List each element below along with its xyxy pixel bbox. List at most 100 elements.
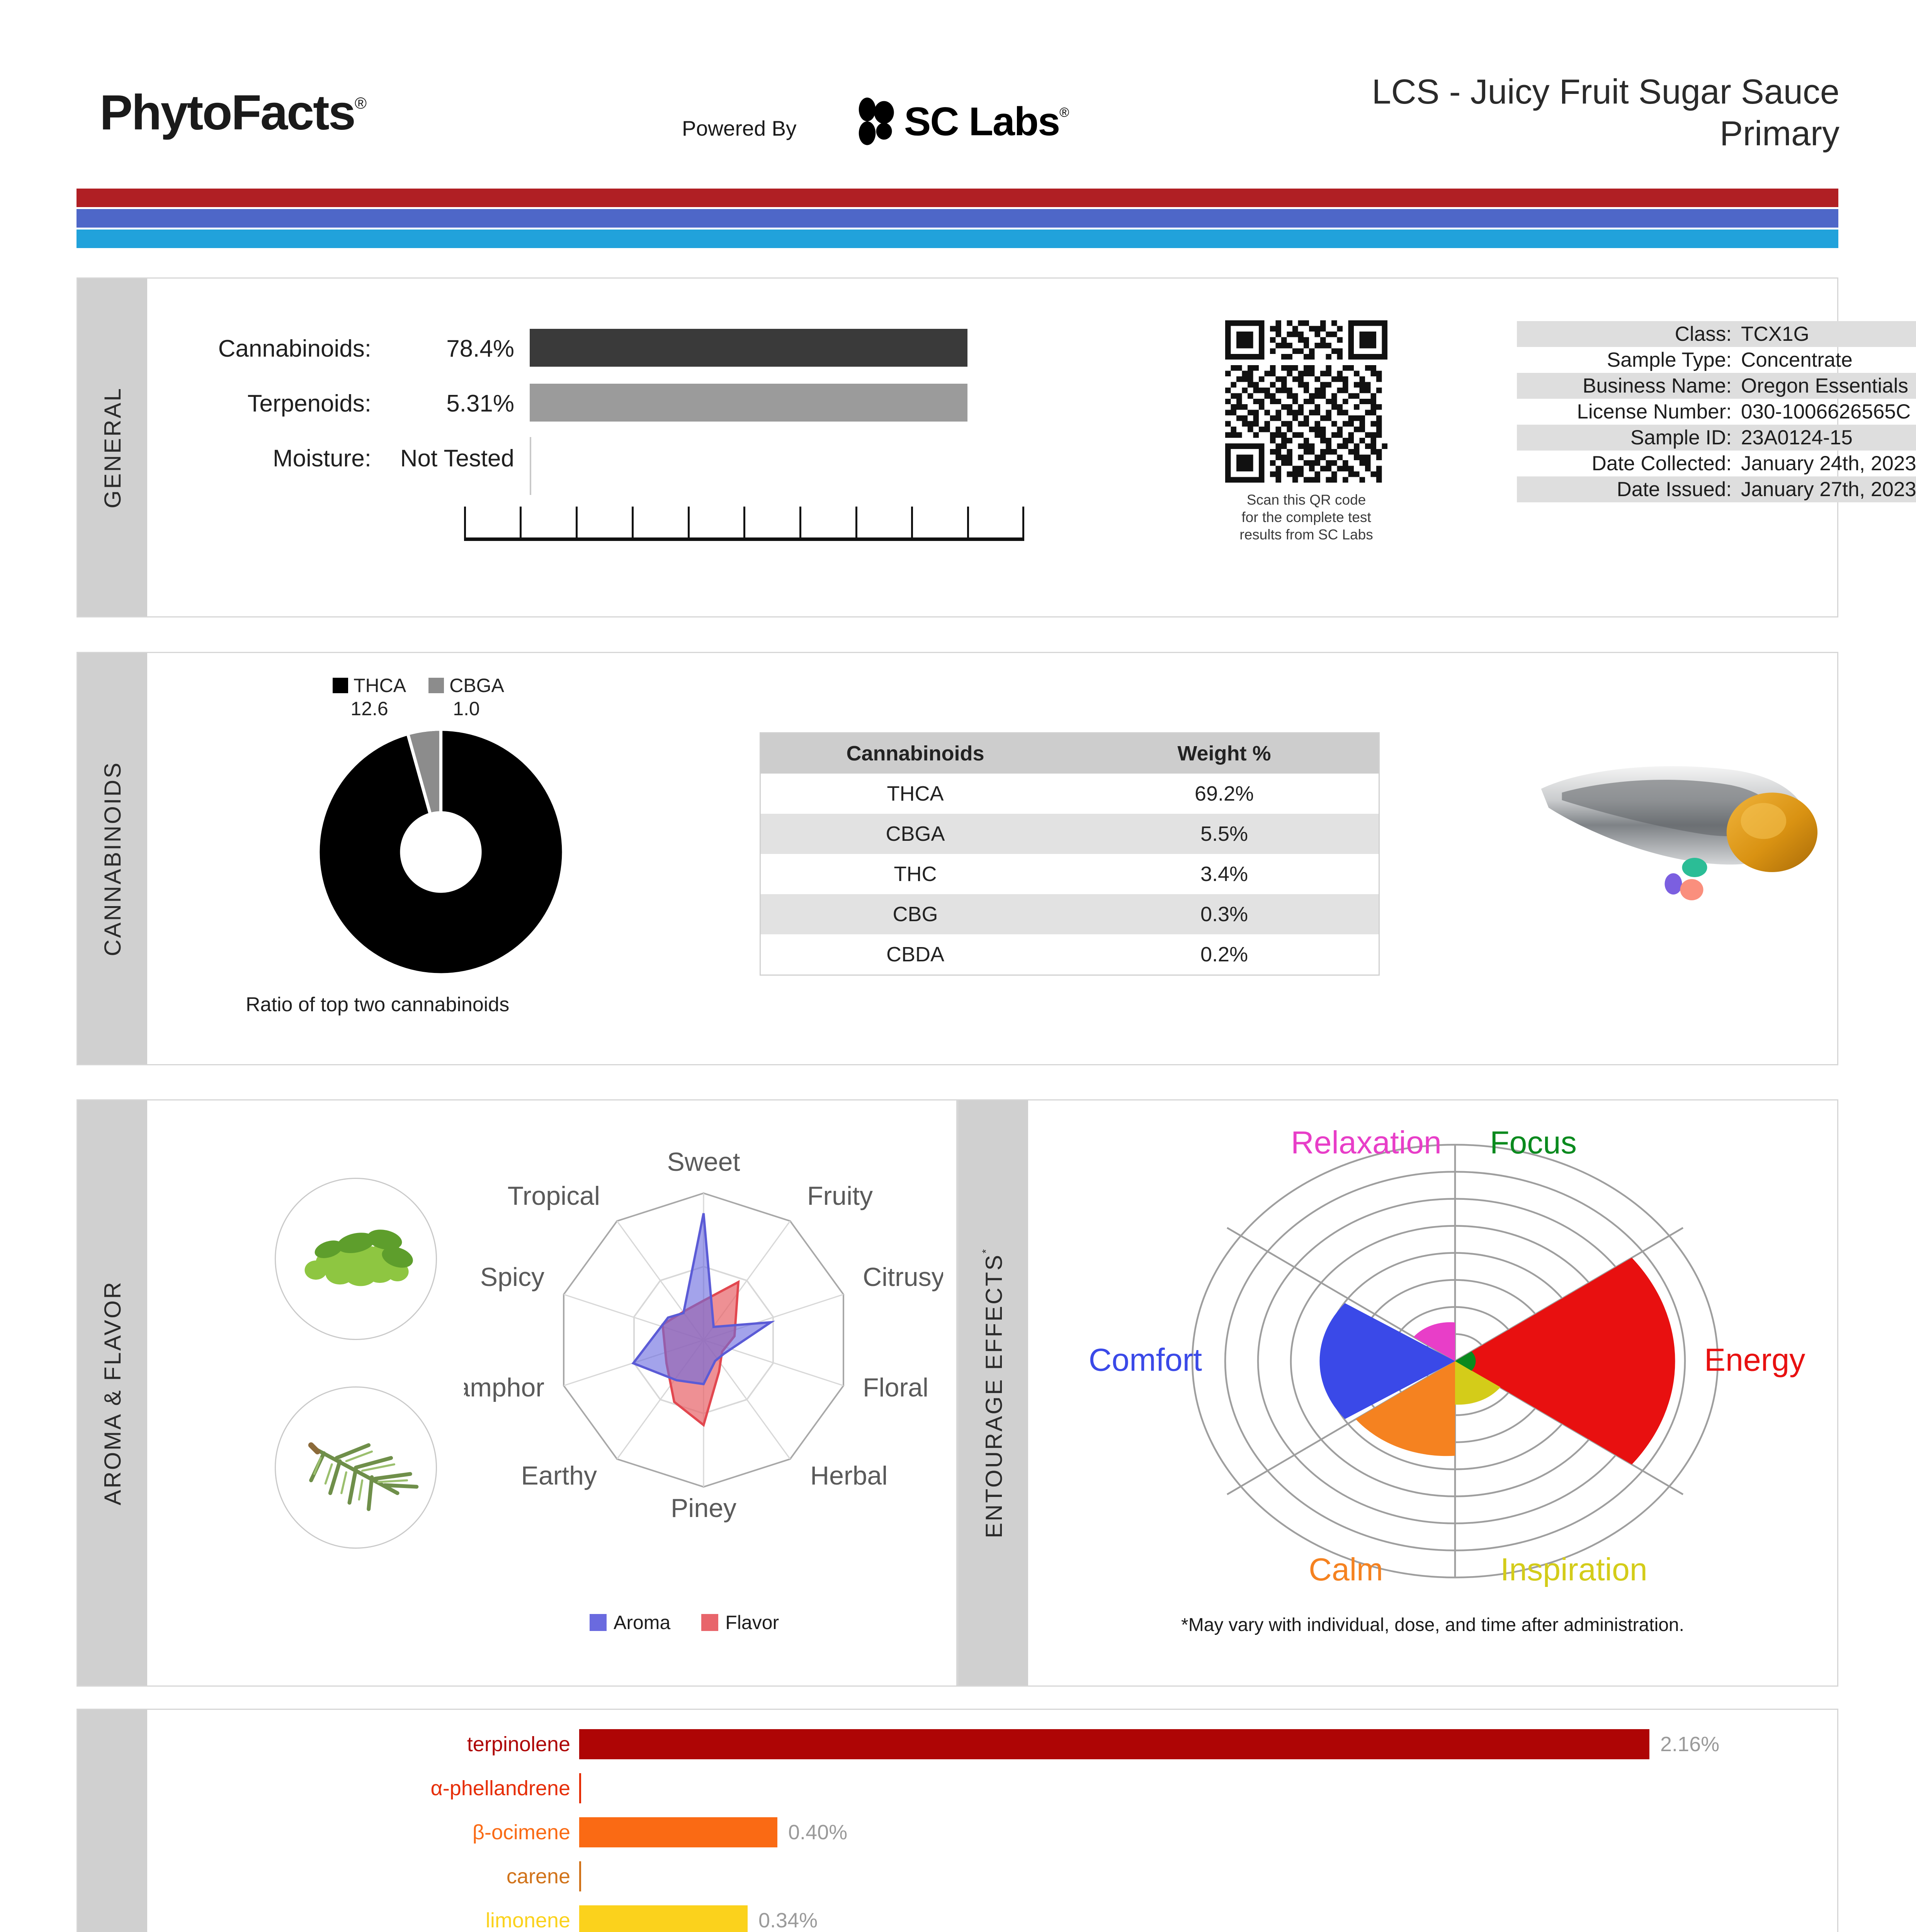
terpene-name: carene — [506, 1865, 570, 1888]
powered-by-label: Powered By — [682, 116, 797, 140]
info-key: Business Name: — [1583, 374, 1732, 397]
general-key-cannabinoids: Cannabinoids: — [218, 335, 371, 362]
cannabinoids-table: Cannabinoids Weight % THCA 69.2% CBGA 5.… — [760, 732, 1380, 976]
cell-name: THC — [894, 862, 937, 886]
info-key: Sample Type: — [1607, 349, 1732, 371]
axis-label-calm: Calm — [1309, 1552, 1383, 1587]
table-row: License Number: 030-1006626565C — [1517, 399, 1916, 425]
cell-weight: 3.4% — [1200, 862, 1248, 886]
report-header: PhytoFacts® Powered By SC Labs® LCS - Ju… — [0, 0, 1916, 182]
terpene-name: β-ocimene — [472, 1821, 570, 1844]
legend-item-thca: THCA 12.6 — [333, 674, 406, 720]
entourage-disclaimer: *May vary with individual, dose, and tim… — [1181, 1615, 1684, 1635]
section-label-cannabinoids: CANNABINOIDS — [78, 653, 147, 1064]
qr-caption: Scan this QR code for the complete test … — [1239, 492, 1373, 543]
section-label-general: GENERAL — [78, 279, 147, 616]
axis-label-floral: Floral — [863, 1373, 928, 1402]
terpene-name: α-phellandrene — [430, 1777, 570, 1800]
axis-tick — [576, 507, 578, 538]
axis-tick — [743, 507, 745, 538]
axis-tick — [1022, 507, 1024, 538]
legend-swatch-icon — [333, 678, 348, 693]
legend-swatch-icon — [590, 1614, 607, 1631]
aroma-thumbnail-hops — [275, 1178, 437, 1340]
section-label-entourage-effects: ENTOURAGE EFFECTS* — [959, 1100, 1028, 1685]
page-title: LCS - Juicy Fruit Sugar Sauce — [1372, 73, 1839, 111]
donut-chart-cannabinoid-ratio — [320, 731, 562, 973]
general-axis-stub — [530, 437, 531, 495]
band-cyan — [77, 230, 1838, 248]
axis-label-citrusy: Citrusy — [863, 1262, 943, 1292]
table-row: CBG 0.3% — [761, 894, 1379, 934]
terpene-row: α-phellandrene — [147, 1767, 1837, 1811]
table-row: CBDA 0.2% — [761, 934, 1379, 975]
qr-block: Scan this QR code for the complete test … — [1206, 320, 1407, 543]
cell-name: CBGA — [886, 822, 945, 845]
axis-label-focus: Focus — [1490, 1125, 1577, 1160]
hops-icon — [304, 1230, 413, 1286]
cell-weight: 0.2% — [1200, 943, 1248, 966]
axis-label-herbal: Herbal — [810, 1461, 887, 1490]
info-value: Oregon Essentials — [1741, 374, 1909, 397]
info-key: Date Collected: — [1591, 452, 1732, 475]
axis-tick — [520, 507, 522, 538]
info-value: January 27th, 2023 — [1741, 478, 1916, 501]
table-header-row: Cannabinoids Weight % — [761, 733, 1379, 774]
axis-label-earthy: Earthy — [521, 1461, 597, 1490]
legend-item-aroma: Aroma — [590, 1611, 670, 1634]
info-key: Date Issued: — [1617, 478, 1732, 501]
asterisk-mark: * — [979, 1248, 992, 1253]
band-blue — [77, 209, 1838, 228]
general-value-moisture: Not Tested — [400, 445, 514, 472]
qr-code-icon[interactable] — [1225, 320, 1387, 483]
sample-info-table: Class: TCX1G Sample Type: Concentrate Bu… — [1517, 321, 1916, 502]
axis-label-comfort: Comfort — [1089, 1342, 1202, 1378]
axis-label-inspiration: Inspiration — [1500, 1552, 1647, 1587]
band-red — [77, 189, 1838, 207]
terpene-name: limonene — [485, 1909, 570, 1932]
general-key-moisture: Moisture: — [273, 445, 371, 472]
general-value-terpenoids: 5.31% — [446, 390, 514, 417]
axis-label-energy: Energy — [1704, 1342, 1805, 1378]
axis-tick — [911, 507, 913, 538]
terpene-bar — [579, 1861, 581, 1891]
column-header-name: Cannabinoids — [846, 742, 984, 765]
terpene-value: 0.34% — [758, 1909, 818, 1932]
info-key: Class: — [1675, 323, 1732, 345]
axis-label-spicy: Spicy — [480, 1262, 544, 1292]
phytofacts-logo: PhytoFacts® — [100, 88, 367, 138]
terpene-bar — [579, 1817, 777, 1847]
section-general: GENERAL Cannabinoids: 78.4% Terpenoids: … — [77, 277, 1916, 617]
axis-label-relaxation: Relaxation — [1291, 1125, 1442, 1160]
terpene-row: β-ocimene 0.40% — [147, 1811, 1837, 1855]
table-row: Class: TCX1G — [1517, 321, 1916, 347]
axis-tick — [688, 507, 690, 538]
info-key: License Number: — [1577, 400, 1732, 423]
polar-chart-entourage-effects: Focus Energy Inspiration Calm Comfort Re… — [1089, 1125, 1806, 1587]
terpene-row: limonene 0.34% — [147, 1899, 1837, 1932]
table-row: THCA 69.2% — [761, 774, 1379, 814]
table-row: Date Collected: January 24th, 2023 — [1517, 451, 1916, 476]
axis-label-piney: Piney — [671, 1493, 736, 1523]
axis-label-fruity: Fruity — [807, 1181, 873, 1211]
aroma-thumbnail-pine — [275, 1386, 437, 1549]
radar-chart-aroma-flavor: Sweet Fruity Citrusy Floral Herbal Piney… — [464, 1147, 943, 1523]
axis-tick — [799, 507, 801, 538]
section-label-aroma-flavor: AROMA & FLAVOR — [78, 1100, 147, 1685]
terpene-row: carene — [147, 1855, 1837, 1899]
terpene-bar — [579, 1905, 748, 1932]
donut-legend: THCA 12.6 CBGA 1.0 — [333, 674, 504, 720]
terpene-row: terpinolene 2.16% — [147, 1723, 1837, 1767]
general-row-terpenoids: Terpenoids: 5.31% — [213, 379, 967, 434]
table-row: Sample ID: 23A0124-15 — [1517, 425, 1916, 451]
cell-weight: 5.5% — [1200, 822, 1248, 845]
table-row: Date Issued: January 27th, 2023 — [1517, 476, 1916, 502]
table-row: CBGA 5.5% — [761, 814, 1379, 854]
info-value: 23A0124-15 — [1741, 426, 1853, 449]
legend-swatch-icon — [428, 678, 444, 693]
table-row: Business Name: Oregon Essentials — [1517, 373, 1916, 399]
general-measure-rows: Cannabinoids: 78.4% Terpenoids: 5.31% Mo… — [213, 324, 967, 495]
terpene-bar — [579, 1729, 1649, 1759]
accent-dots-icon — [1664, 858, 1707, 900]
